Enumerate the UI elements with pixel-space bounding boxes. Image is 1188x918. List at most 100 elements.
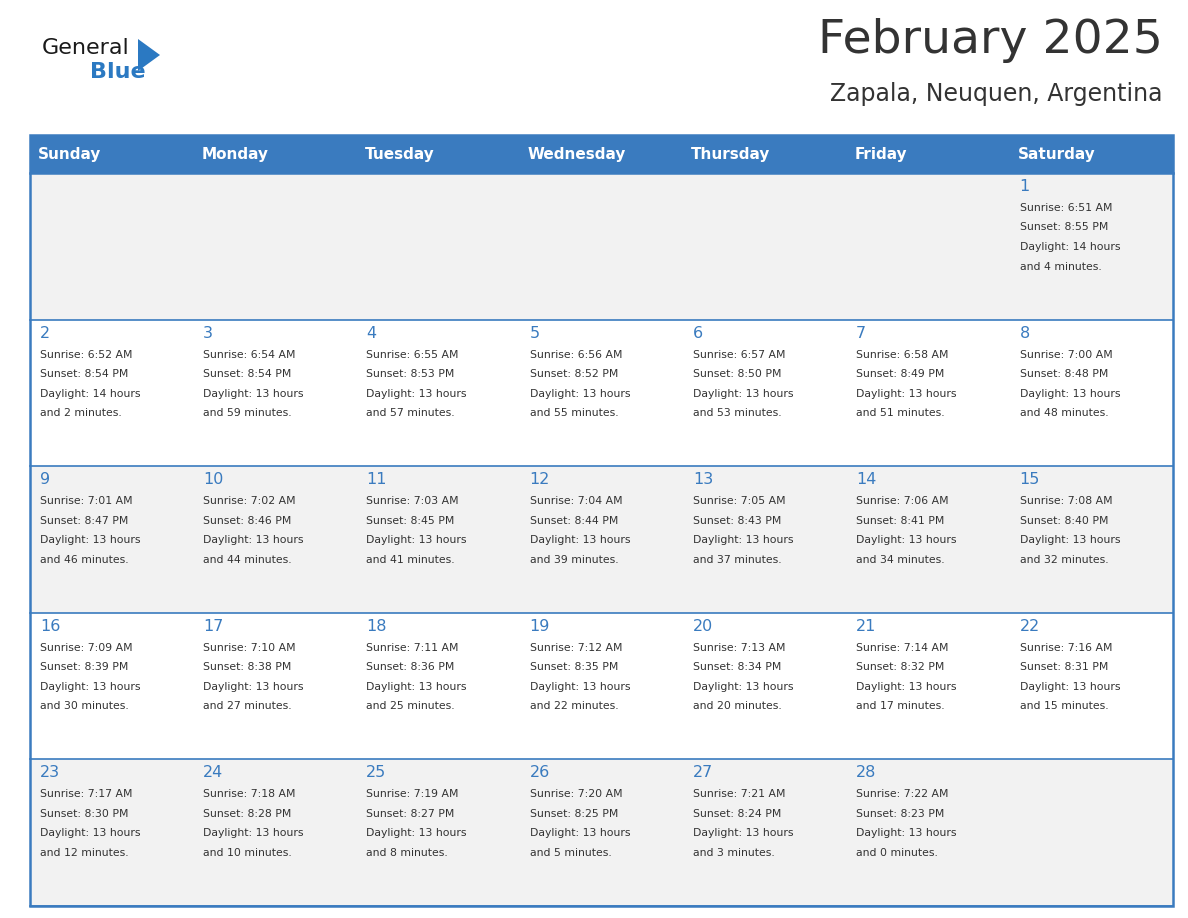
Text: Sunrise: 7:11 AM: Sunrise: 7:11 AM [366,643,459,653]
Text: Daylight: 13 hours: Daylight: 13 hours [39,828,140,838]
Text: Sunrise: 7:20 AM: Sunrise: 7:20 AM [530,789,623,800]
Bar [846,135,1010,173]
Text: Daylight: 13 hours: Daylight: 13 hours [366,828,467,838]
Bar [1010,759,1173,906]
Bar [846,466,1010,613]
Text: Daylight: 13 hours: Daylight: 13 hours [366,682,467,692]
Text: Sunrise: 7:19 AM: Sunrise: 7:19 AM [366,789,459,800]
Bar [846,319,1010,466]
Bar [683,466,846,613]
Text: and 39 minutes.: and 39 minutes. [530,554,618,565]
Text: Sunrise: 7:14 AM: Sunrise: 7:14 AM [857,643,949,653]
Text: and 3 minutes.: and 3 minutes. [693,848,775,858]
Text: Friday: Friday [854,147,908,162]
Text: Tuesday: Tuesday [365,147,435,162]
Text: and 34 minutes.: and 34 minutes. [857,554,944,565]
Bar [683,613,846,759]
Text: and 4 minutes.: and 4 minutes. [1019,262,1101,272]
Bar [30,759,194,906]
Text: Daylight: 13 hours: Daylight: 13 hours [203,682,304,692]
Text: 1: 1 [1019,179,1030,194]
Text: Sunrise: 7:10 AM: Sunrise: 7:10 AM [203,643,296,653]
Text: Blue: Blue [90,62,146,82]
Text: Daylight: 13 hours: Daylight: 13 hours [366,535,467,545]
Text: Sunset: 8:43 PM: Sunset: 8:43 PM [693,516,782,526]
Text: Sunrise: 7:02 AM: Sunrise: 7:02 AM [203,497,296,506]
Text: Daylight: 13 hours: Daylight: 13 hours [693,388,794,398]
Text: Daylight: 13 hours: Daylight: 13 hours [1019,682,1120,692]
Text: Daylight: 14 hours: Daylight: 14 hours [1019,242,1120,252]
Text: Sunset: 8:53 PM: Sunset: 8:53 PM [366,369,455,379]
Text: Sunset: 8:39 PM: Sunset: 8:39 PM [39,662,128,672]
Text: Sunrise: 6:55 AM: Sunrise: 6:55 AM [366,350,459,360]
Text: Sunrise: 7:17 AM: Sunrise: 7:17 AM [39,789,132,800]
Text: and 55 minutes.: and 55 minutes. [530,409,618,418]
Text: Saturday: Saturday [1018,147,1095,162]
Text: February 2025: February 2025 [819,18,1163,63]
Text: Sunrise: 7:03 AM: Sunrise: 7:03 AM [366,497,459,506]
Text: Sunset: 8:54 PM: Sunset: 8:54 PM [39,369,128,379]
Text: Sunset: 8:52 PM: Sunset: 8:52 PM [530,369,618,379]
Bar [520,173,683,319]
Text: Sunset: 8:36 PM: Sunset: 8:36 PM [366,662,455,672]
Text: 9: 9 [39,472,50,487]
Text: 26: 26 [530,766,550,780]
Bar [846,173,1010,319]
Text: and 12 minutes.: and 12 minutes. [39,848,128,858]
Text: and 20 minutes.: and 20 minutes. [693,701,782,711]
Text: Daylight: 13 hours: Daylight: 13 hours [857,388,956,398]
Text: and 51 minutes.: and 51 minutes. [857,409,944,418]
Text: Sunset: 8:46 PM: Sunset: 8:46 PM [203,516,291,526]
Text: Sunset: 8:28 PM: Sunset: 8:28 PM [203,809,291,819]
Text: Sunset: 8:50 PM: Sunset: 8:50 PM [693,369,782,379]
Text: 2: 2 [39,326,50,341]
Bar [1010,319,1173,466]
Text: and 37 minutes.: and 37 minutes. [693,554,782,565]
Bar [520,319,683,466]
Text: and 59 minutes.: and 59 minutes. [203,409,292,418]
Text: and 8 minutes.: and 8 minutes. [366,848,448,858]
Bar [30,135,194,173]
Bar [194,135,356,173]
Text: Sunset: 8:34 PM: Sunset: 8:34 PM [693,662,782,672]
Bar [30,613,194,759]
Bar [30,319,194,466]
Text: Daylight: 13 hours: Daylight: 13 hours [203,828,304,838]
Text: and 46 minutes.: and 46 minutes. [39,554,128,565]
Text: Sunset: 8:24 PM: Sunset: 8:24 PM [693,809,782,819]
Text: Sunset: 8:23 PM: Sunset: 8:23 PM [857,809,944,819]
Text: Daylight: 13 hours: Daylight: 13 hours [530,828,630,838]
Text: Sunset: 8:38 PM: Sunset: 8:38 PM [203,662,291,672]
Text: Daylight: 13 hours: Daylight: 13 hours [1019,535,1120,545]
Text: Sunrise: 6:58 AM: Sunrise: 6:58 AM [857,350,949,360]
Text: 13: 13 [693,472,713,487]
Text: Daylight: 13 hours: Daylight: 13 hours [530,388,630,398]
Text: 12: 12 [530,472,550,487]
Bar [356,173,520,319]
Text: Sunset: 8:45 PM: Sunset: 8:45 PM [366,516,455,526]
Text: Sunrise: 7:08 AM: Sunrise: 7:08 AM [1019,497,1112,506]
Text: and 32 minutes.: and 32 minutes. [1019,554,1108,565]
Text: Daylight: 14 hours: Daylight: 14 hours [39,388,140,398]
Bar [194,759,356,906]
Text: Sunset: 8:48 PM: Sunset: 8:48 PM [1019,369,1108,379]
Bar [1010,613,1173,759]
Text: and 15 minutes.: and 15 minutes. [1019,701,1108,711]
Bar [520,135,683,173]
Text: and 44 minutes.: and 44 minutes. [203,554,292,565]
Text: Monday: Monday [202,147,268,162]
Bar [30,135,1173,906]
Text: Sunset: 8:25 PM: Sunset: 8:25 PM [530,809,618,819]
Bar [356,613,520,759]
Text: 5: 5 [530,326,539,341]
Text: Daylight: 13 hours: Daylight: 13 hours [366,388,467,398]
Bar [520,759,683,906]
Bar [356,319,520,466]
Text: 18: 18 [366,619,387,633]
Bar [683,173,846,319]
Bar [683,759,846,906]
Text: and 17 minutes.: and 17 minutes. [857,701,944,711]
Text: Sunrise: 7:04 AM: Sunrise: 7:04 AM [530,497,623,506]
Text: 7: 7 [857,326,866,341]
Bar [356,759,520,906]
